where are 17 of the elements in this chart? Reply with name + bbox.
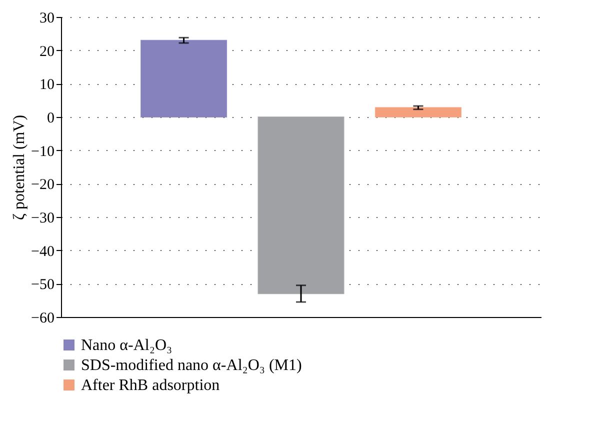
- bar: [374, 107, 462, 118]
- y-tick-label: −40: [31, 244, 54, 260]
- y-tick-label: −60: [31, 310, 54, 326]
- legend-label: SDS-modified nano α-Al₂O₃ (M1): [81, 357, 302, 374]
- y-tick-label: 30: [40, 10, 54, 26]
- bar: [258, 116, 344, 294]
- y-axis-title: ζ potential (mV): [11, 114, 28, 220]
- y-tick-label: −50: [31, 277, 54, 294]
- y-tick-label: −10: [31, 144, 54, 160]
- bar: [140, 40, 228, 118]
- y-tick-label: −30: [31, 210, 54, 226]
- y-tick-label: 0: [47, 110, 54, 126]
- y-tick-label: 20: [40, 44, 54, 60]
- y-tick-label: 10: [40, 77, 54, 94]
- y-tick-label: −20: [31, 177, 54, 194]
- legend-label: Nano α-Al₂O₃: [81, 337, 172, 354]
- legend-label: After RhB adsorption: [81, 377, 220, 394]
